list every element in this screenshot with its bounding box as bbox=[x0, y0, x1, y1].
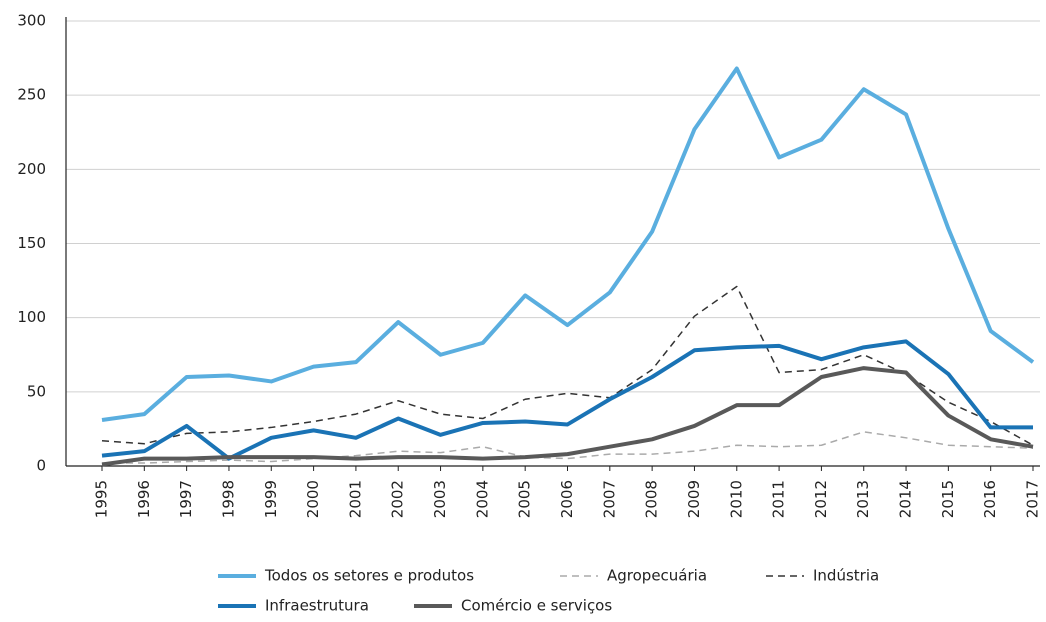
y-tick-label: 0 bbox=[36, 457, 46, 475]
x-tick-label: 2001 bbox=[346, 480, 364, 518]
x-tick-label: 2007 bbox=[600, 480, 618, 518]
x-tick-label: 2015 bbox=[939, 480, 957, 518]
y-tick-label: 100 bbox=[17, 308, 46, 326]
series-line bbox=[101, 366, 1034, 467]
x-tick-label: 2011 bbox=[770, 480, 788, 518]
y-tick-label: 50 bbox=[27, 382, 46, 400]
x-tick-label: 1998 bbox=[219, 480, 237, 518]
x-tick-label: 2003 bbox=[431, 480, 449, 518]
y-tick-label: 250 bbox=[17, 86, 46, 104]
x-tick-label: 2010 bbox=[727, 480, 745, 518]
y-tick-label: 150 bbox=[17, 234, 46, 252]
x-tick-label: 1995 bbox=[93, 480, 111, 518]
x-tick-label: 2012 bbox=[812, 480, 830, 518]
x-tick-label: 2000 bbox=[304, 480, 322, 518]
x-tick-label: 1999 bbox=[262, 480, 280, 518]
y-tick-label: 300 bbox=[17, 12, 46, 30]
series-line bbox=[101, 66, 1035, 422]
x-tick-label: 2002 bbox=[389, 480, 407, 518]
x-tick-label: 2009 bbox=[685, 480, 703, 518]
series-line bbox=[101, 339, 1033, 461]
legend-label: Agropecuária bbox=[607, 567, 707, 585]
x-tick-label: 2016 bbox=[981, 480, 999, 518]
x-tick-label: 2014 bbox=[897, 480, 915, 518]
legend-label: Comércio e serviços bbox=[461, 597, 612, 615]
series-line bbox=[102, 431, 1034, 464]
x-tick-label: 2008 bbox=[643, 480, 661, 518]
legend-label: Infraestrutura bbox=[265, 597, 369, 615]
x-tick-label: 2004 bbox=[473, 480, 491, 518]
x-tick-label: 2013 bbox=[854, 480, 872, 518]
x-tick-label: 2017 bbox=[1024, 480, 1042, 518]
y-tick-label: 200 bbox=[17, 160, 46, 178]
series-line bbox=[101, 285, 1034, 446]
legend-label: Indústria bbox=[813, 567, 879, 585]
x-tick-label: 2005 bbox=[516, 480, 534, 518]
x-tick-label: 1996 bbox=[135, 480, 153, 518]
x-tick-label: 1997 bbox=[177, 480, 195, 518]
legend-label: Todos os setores e produtos bbox=[264, 567, 474, 585]
x-tick-label: 2006 bbox=[558, 480, 576, 518]
